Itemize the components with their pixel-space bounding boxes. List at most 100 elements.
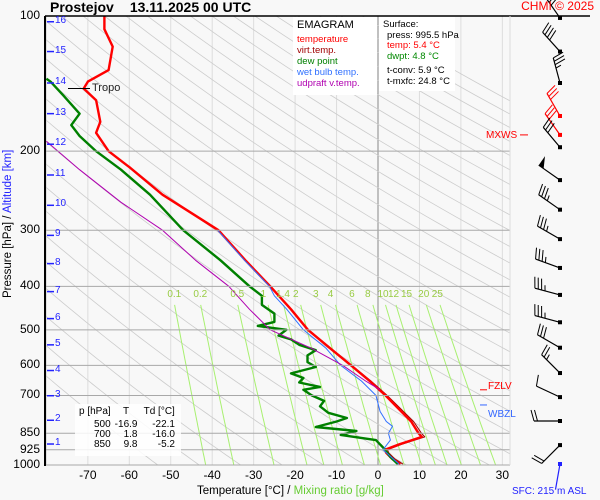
table-cell: -16.0 (152, 429, 175, 440)
wind-barb-station (558, 113, 562, 118)
altitude-tick-label: 1 (55, 437, 61, 449)
table-cell: 500 (93, 419, 111, 430)
chart-series (45, 16, 426, 465)
wind-barb-station (558, 178, 562, 183)
table-header-td: Td [°C] (143, 406, 175, 417)
wind-barb-feather (543, 346, 551, 358)
dry-adiabat-line (211, 16, 510, 200)
wind-barb-feather (545, 120, 553, 131)
wind-barb-feather (542, 117, 551, 128)
wind-barb (552, 51, 566, 85)
mixing-ratio-label: 25 (431, 289, 443, 300)
dry-adiabat-line (125, 16, 510, 264)
table-cell: 9.8 (123, 439, 138, 450)
wind-barb-feather (549, 30, 557, 41)
wind-barb-station (558, 132, 562, 137)
wind-barb-feather (553, 51, 564, 59)
dry-adiabat-line (190, 16, 510, 216)
wind-barb-station (558, 462, 562, 466)
wind-barb-feather (543, 187, 549, 199)
wind-barb-feather (553, 55, 565, 62)
wind-barb (534, 304, 562, 325)
temperature-tick-label: -60 (120, 468, 138, 482)
mixing-ratio-label: 0.1 (167, 289, 182, 300)
wind-barb-feather (543, 218, 547, 230)
altitude-tick-label: 4 (55, 363, 61, 375)
series-udpraft-v-temp (46, 140, 381, 391)
wind-barb-staff (554, 463, 561, 490)
wind-barb-staff (537, 334, 561, 349)
mxws-label: MXWS (486, 130, 518, 141)
wind-barb-staff (535, 258, 561, 269)
surface-dwpt: dwpt: 4.8 °C (387, 50, 439, 62)
mixing-ratio-label: 1.4 (276, 289, 290, 300)
wind-barb-half-feather (546, 195, 550, 201)
wind-barb (536, 214, 562, 242)
temperature-tick-label: -10 (327, 468, 346, 482)
pressure-tick-label: 200 (19, 143, 40, 158)
wind-barb-staff (537, 225, 561, 240)
temperature-tick-label: -40 (203, 468, 221, 482)
wind-barb-feather (541, 250, 544, 262)
dry-adiabat-line (45, 118, 510, 433)
wind-barb-feather (538, 248, 541, 261)
wind-barb-station (558, 345, 562, 350)
wind-barb-feather (536, 214, 541, 227)
wind-barb-feather (534, 409, 538, 422)
mixing-ratio-label: 0.2 (193, 289, 208, 300)
wbzl-label: WBZL (488, 409, 516, 420)
wind-barb-feather (546, 107, 555, 117)
mixing-ratio-label: 6 (349, 289, 355, 300)
wind-barb-feather (540, 325, 544, 337)
wind-barb-staff (534, 314, 561, 323)
wind-barb-feather (548, 88, 558, 97)
wind-barb (534, 276, 562, 297)
temperature-tick-label: -30 (244, 468, 263, 482)
series-temperature (82, 16, 424, 465)
wind-barb-staff (536, 385, 561, 398)
wind-barb-station (558, 207, 562, 212)
mixing-ratio-label: 20 (418, 289, 430, 300)
mixing-ratio-label: 2 (292, 289, 299, 300)
wind-barb (538, 156, 562, 183)
table-cell: 700 (93, 429, 111, 440)
surface-tmxfc: t-mxfc: 24.8 °C (387, 75, 450, 87)
table-header-p: p [hPa] (78, 406, 111, 417)
copyright: CHMI © 2025 (521, 0, 594, 13)
altitude-tick-label: 13 (55, 106, 67, 118)
wind-barb (554, 462, 562, 490)
surface-info: Surface: press: 995.5 hPa temp: 5.4 °C d… (379, 17, 459, 91)
wind-barb-station (558, 237, 562, 242)
wind-barb (542, 117, 562, 150)
mixing-ratio-label: 4 (327, 289, 334, 300)
pressure-tick-label: 1000 (13, 457, 40, 471)
wind-barb (536, 323, 562, 350)
wind-barb-feather (550, 91, 559, 100)
wind-barb-feather (547, 123, 555, 133)
altitude-tick-label: 3 (55, 388, 61, 400)
wind-barb-staff (538, 194, 561, 211)
wind-barb-staff (546, 93, 561, 117)
temperature-tick-label: 20 (454, 468, 468, 482)
chart-frame (44, 15, 590, 466)
temperature-tick-label: -70 (79, 468, 97, 482)
tropopause-label: Tropo (92, 82, 121, 94)
wind-barb (546, 85, 562, 118)
wind-barb-station (558, 320, 562, 325)
legend-item-wet-bulb: wet bulb temp. (297, 67, 359, 78)
wind-barb-station (558, 292, 562, 297)
dry-adiabat-line (45, 38, 510, 353)
mixing-ratio-label: 15 (400, 289, 413, 300)
mixing-ratio-line (425, 304, 481, 465)
wind-barb-feather (554, 58, 566, 66)
pressure-tick-label: 500 (19, 321, 40, 336)
wind-barb (538, 183, 562, 212)
wind-barb-staff (542, 126, 561, 148)
pressure-tick-label: 100 (19, 8, 40, 22)
wind-barb-feather (531, 457, 542, 464)
legend: EMAGRAM temperature virt.temp. dew point… (293, 17, 377, 95)
wind-barb (535, 247, 562, 270)
wind-barb-feather (535, 247, 538, 260)
wind-barb (531, 443, 562, 464)
wind-barb-station (558, 443, 562, 448)
